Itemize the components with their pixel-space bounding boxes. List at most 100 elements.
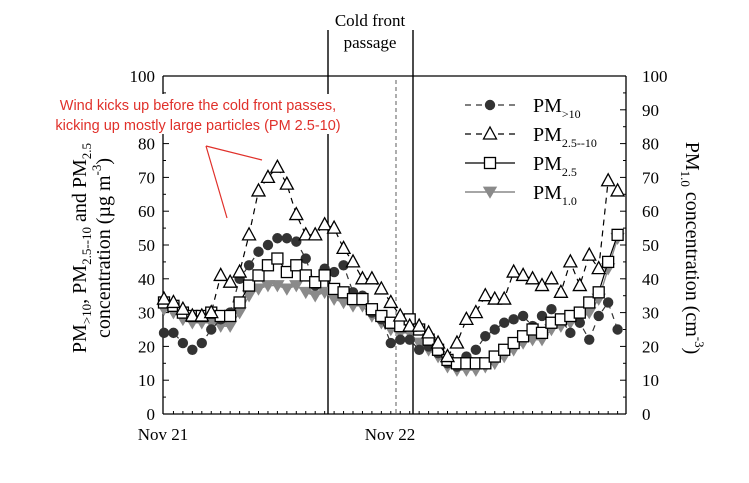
data-point-pm-10 [508, 314, 519, 325]
cold-front-label-line2: passage [344, 33, 397, 52]
data-point-pm2-5-10 [430, 334, 446, 349]
data-point-legend [483, 156, 497, 170]
data-point-pm2-5-10 [477, 287, 493, 302]
data-point-pm-10 [612, 324, 623, 335]
data-point-pm1-0 [289, 280, 304, 293]
data-point-pm-10 [243, 260, 255, 271]
data-point-pm2-5-10 [184, 307, 200, 322]
data-point-pm-10 [328, 266, 340, 278]
legend-label: PM2.5--10 [533, 124, 597, 150]
data-point-pm2-5-10 [298, 226, 314, 241]
left-axis-label: PM>10, PM2.5--10 and PM2.5 concentration… [69, 143, 115, 353]
left-tick-label: 60 [138, 202, 155, 221]
data-point-pm2-5 [488, 350, 501, 363]
data-point-pm2-5-10 [487, 290, 503, 305]
data-point-pm2-5-10 [581, 246, 597, 261]
data-point-pm-10 [168, 327, 179, 339]
data-point-pm2-5-10 [288, 206, 304, 221]
data-point-pm-10 [206, 324, 217, 335]
data-point-pm2-5 [535, 326, 549, 340]
data-point-pm2-5-10 [553, 283, 569, 298]
right-tick-label: 90 [642, 101, 659, 120]
annotation-line1: Wind kicks up before the cold front pass… [60, 98, 336, 114]
data-point-legend [484, 99, 496, 111]
legend-label: PM2.5 [533, 153, 577, 179]
legend: PM>10 PM2.5--10 PM2.5 PM1.0 [465, 95, 597, 208]
data-point-pm2-5 [602, 255, 615, 269]
left-tick-label: 20 [138, 337, 155, 356]
right-tick-label: 40 [642, 270, 659, 289]
data-point-pm-10 [489, 324, 500, 335]
right-axis-label: PM1.0 concentration (cm-3) [678, 142, 707, 355]
left-tick-label: 0 [147, 405, 156, 424]
data-point-pm2-5-10 [543, 270, 560, 285]
data-point-pm-10 [565, 327, 576, 339]
cold-front-label-line1: Cold front [335, 11, 406, 30]
data-point-pm2-5 [337, 286, 350, 299]
data-point-pm2-5-10 [506, 263, 522, 278]
data-point-pm2-5 [261, 259, 275, 272]
data-point-pm-10 [470, 344, 482, 355]
right-tick-label: 10 [642, 371, 659, 390]
data-point-pm2-5-10 [241, 226, 257, 241]
data-point-pm-10 [584, 334, 595, 345]
data-point-pm2-5-10 [156, 290, 172, 305]
data-point-pm2-5-10 [600, 172, 616, 187]
data-point-pm2-5-10 [468, 304, 484, 319]
data-point-pm-10 [158, 327, 170, 339]
left-axis-label-line1: PM>10, PM2.5--10 and PM2.5 [69, 143, 94, 353]
data-point-pm2-5-10 [203, 304, 219, 319]
svg-text:PM1.0 concentration (cm-3): PM1.0 concentration (cm-3) [678, 142, 707, 355]
data-point-pm-10 [253, 246, 264, 257]
annotation-pointer-upper [205, 145, 263, 161]
data-point-legend [482, 186, 498, 199]
data-point-pm-10 [338, 260, 349, 271]
data-point-pm2-5-10 [250, 182, 267, 197]
data-point-pm2-5-10 [354, 270, 371, 285]
data-point-pm-10 [536, 310, 548, 322]
data-point-pm1-0 [298, 286, 313, 300]
data-point-pm2-5-10 [260, 169, 276, 184]
left-tick-label: 100 [130, 67, 156, 86]
data-point-pm2-5 [583, 296, 596, 309]
data-point-pm2-5-10 [317, 216, 333, 231]
data-point-pm2-5-10 [165, 294, 182, 309]
data-point-pm1-0 [317, 286, 332, 300]
data-point-pm2-5 [223, 309, 237, 323]
data-point-pm-10 [262, 239, 274, 251]
data-point-pm2-5 [318, 269, 331, 282]
annotation-background [30, 94, 366, 134]
data-point-pm-10 [187, 344, 198, 355]
right-tick-label: 60 [642, 202, 659, 221]
left-tick-label: 50 [138, 236, 155, 255]
left-tick-label: 10 [138, 371, 155, 390]
data-point-pm2-5-10 [439, 348, 456, 363]
data-point-pm2-5 [271, 252, 284, 265]
right-tick-labels: 0 10 20 30 40 50 60 70 80 90 100 [642, 67, 668, 424]
series-layer [156, 158, 626, 377]
data-point-pm2-5-10 [364, 270, 380, 285]
data-point-pm2-5-10 [269, 158, 285, 173]
data-point-pm-10 [281, 233, 293, 244]
annotation-line2: kicking up mostly large particles (PM 2.… [55, 118, 340, 134]
data-point-pm2-5 [290, 259, 303, 272]
data-point-pm2-5-10 [402, 317, 418, 332]
data-point-pm2-5 [299, 269, 312, 282]
legend-label: PM>10 [533, 95, 581, 121]
data-point-legend [482, 125, 498, 140]
x-tick-labels: Nov 21 Nov 22 [138, 425, 416, 444]
data-point-pm2-5-10 [232, 263, 248, 278]
data-point-pm2-5-10 [345, 253, 361, 268]
right-tick-label: 50 [642, 236, 659, 255]
left-tick-label: 40 [138, 270, 155, 289]
data-point-pm2-5-10 [411, 317, 427, 332]
data-point-pm2-5-10 [175, 300, 191, 315]
data-point-pm-10 [196, 337, 207, 349]
data-point-pm2-5 [507, 336, 520, 350]
data-point-pm2-5 [479, 357, 492, 370]
data-point-pm-10 [517, 310, 529, 322]
data-point-pm2-5 [242, 279, 256, 292]
data-point-pm2-5-10 [591, 260, 607, 275]
left-tick-label: 80 [138, 135, 155, 154]
